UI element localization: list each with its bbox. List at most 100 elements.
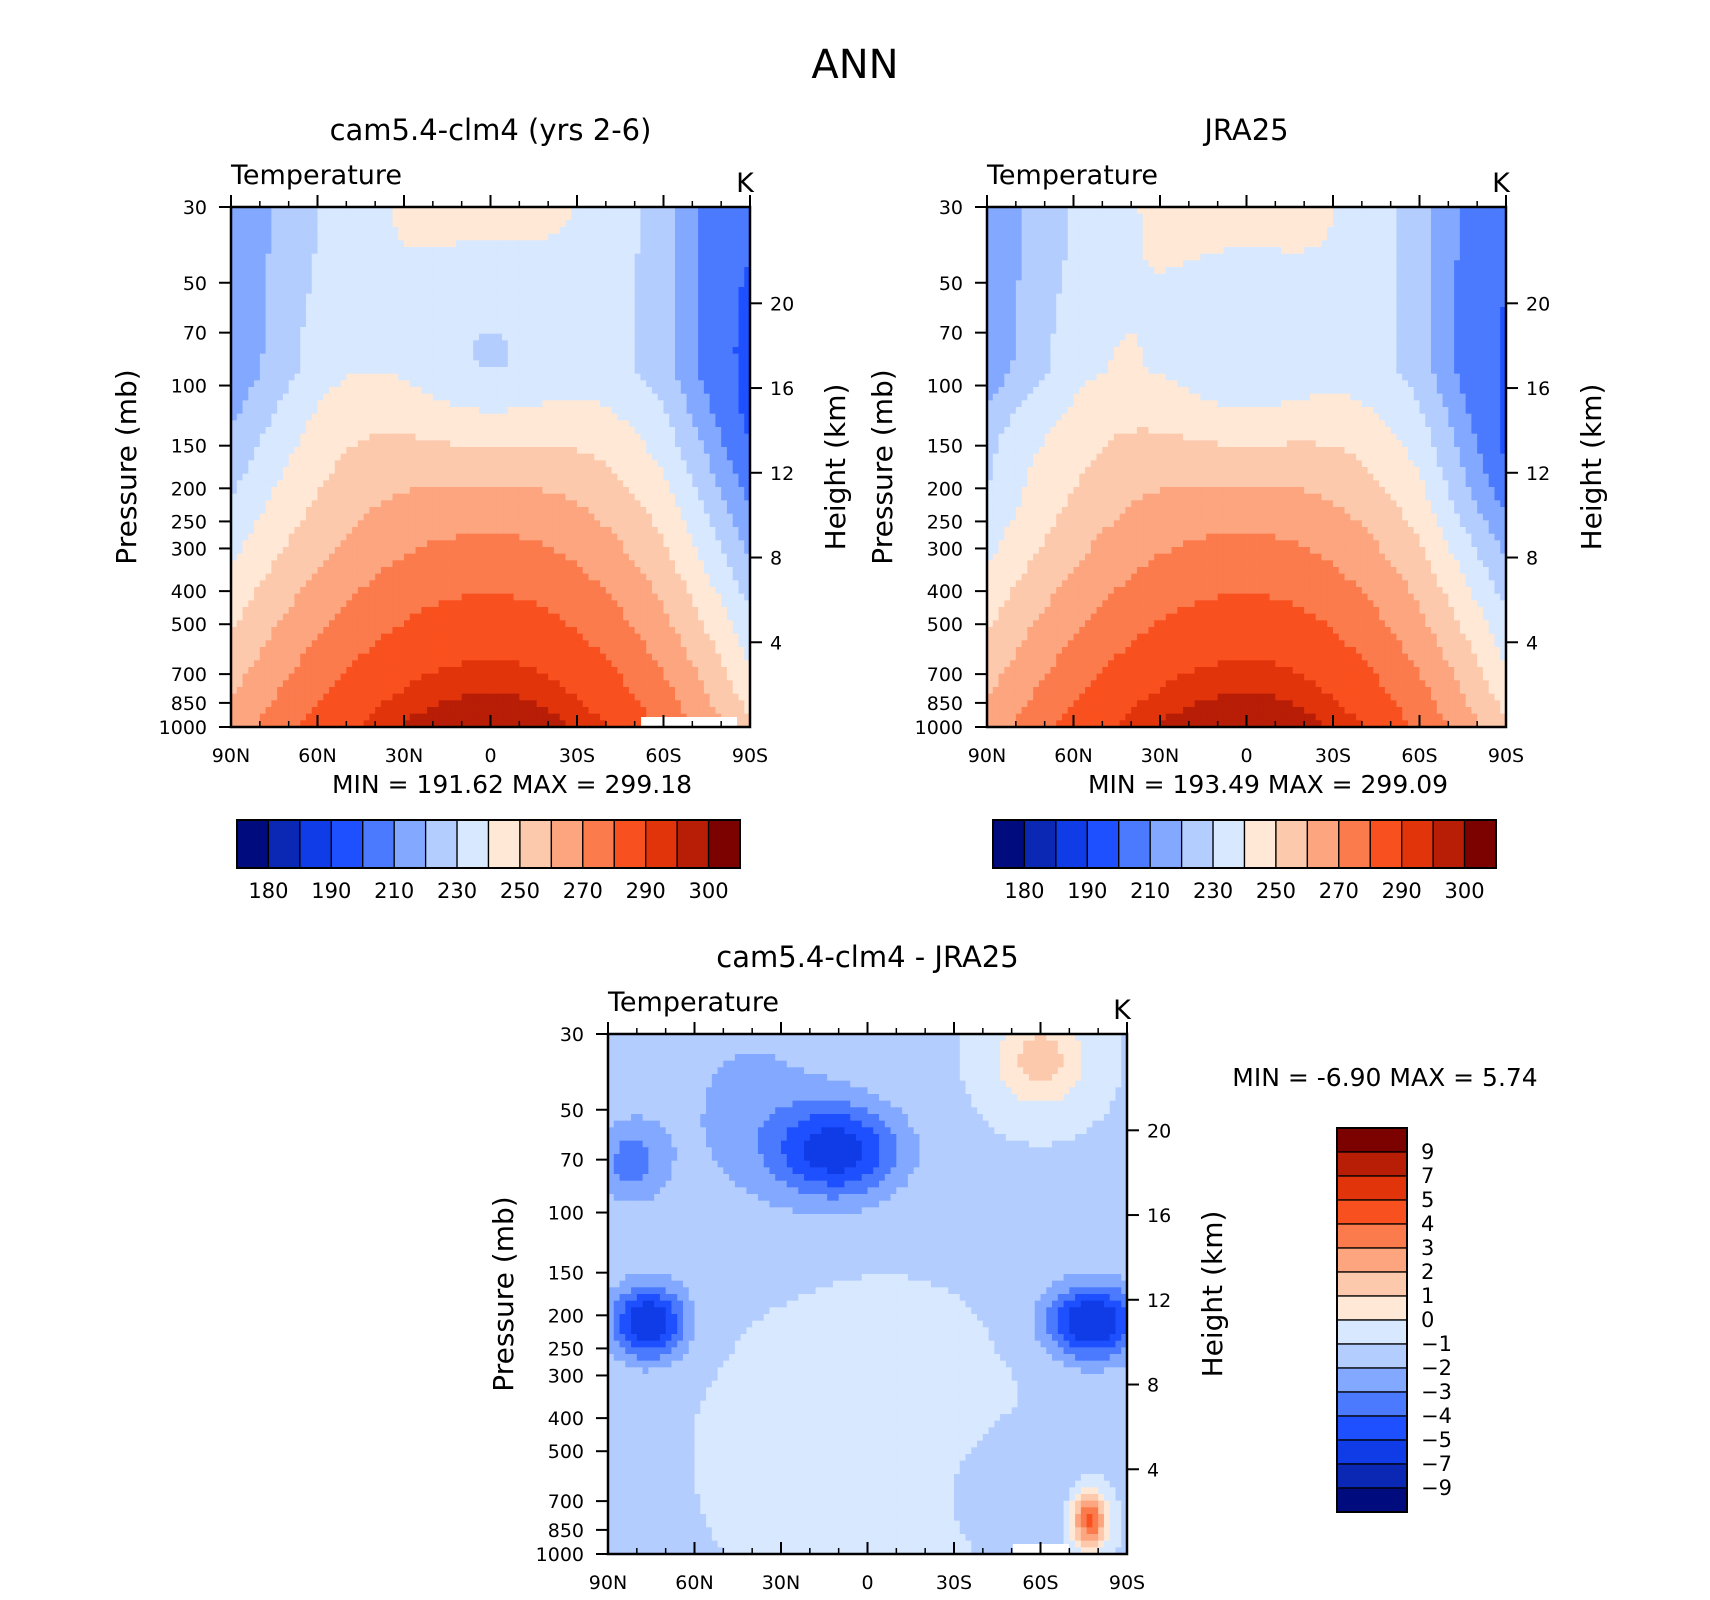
contour-cell (652, 527, 658, 534)
contour-cell (537, 347, 543, 354)
contour-cell (589, 280, 595, 287)
contour-cell (600, 487, 606, 494)
contour-cell (715, 347, 721, 354)
contour-cell (323, 254, 329, 261)
contour-cell (606, 380, 612, 387)
contour-cell (606, 567, 612, 574)
contour-cell (433, 234, 439, 241)
contour-cell (594, 220, 600, 227)
contour-cell (710, 274, 716, 281)
contour-cell (698, 440, 704, 447)
contour-cell (554, 474, 560, 481)
contour-cell (306, 480, 312, 487)
contour-cell (704, 520, 710, 527)
contour-cell (283, 420, 289, 427)
contour-cell (698, 340, 704, 347)
contour-cell (692, 267, 698, 274)
contour-cell (473, 540, 479, 547)
contour-cell (444, 294, 450, 301)
contour-cell (421, 414, 427, 421)
contour-cell (496, 280, 502, 287)
contour-cell (248, 214, 254, 221)
contour-cell (462, 387, 468, 394)
contour-cell (658, 300, 664, 307)
contour-cell (398, 227, 404, 234)
contour-cell (462, 234, 468, 241)
contour-cell (375, 480, 381, 487)
contour-cell (537, 460, 543, 467)
contour-cell (710, 367, 716, 374)
contour-cell (623, 340, 629, 347)
contour-cell (485, 567, 491, 574)
contour-cell (698, 454, 704, 461)
contour-cell (473, 434, 479, 441)
contour-cell (589, 347, 595, 354)
contour-cell (456, 334, 462, 341)
contour-cell (571, 507, 577, 514)
contour-cell (266, 367, 272, 374)
contour-cell (329, 227, 335, 234)
contour-cell (289, 220, 295, 227)
contour-cell (341, 367, 347, 374)
contour-cell (721, 554, 727, 561)
contour-cell (606, 294, 612, 301)
contour-cell (687, 567, 693, 574)
contour-cell (467, 474, 473, 481)
contour-cell (312, 520, 318, 527)
contour-cell (456, 520, 462, 527)
contour-cell (433, 294, 439, 301)
contour-cell (704, 360, 710, 367)
contour-cell (479, 507, 485, 514)
contour-cell (387, 507, 393, 514)
contour-cell (467, 314, 473, 321)
contour-cell (433, 560, 439, 567)
contour-cell (416, 467, 422, 474)
contour-cell (427, 554, 433, 561)
contour-cell (548, 440, 554, 447)
contour-cell (323, 387, 329, 394)
contour-cell (398, 374, 404, 381)
contour-cell (329, 547, 335, 554)
contour-cell (433, 374, 439, 381)
contour-cell (687, 500, 693, 507)
contour-cell (398, 420, 404, 427)
contour-cell (519, 380, 525, 387)
contour-cell (629, 280, 635, 287)
contour-cell (329, 280, 335, 287)
contour-cell (669, 340, 675, 347)
contour-cell (710, 234, 716, 241)
contour-cell (658, 307, 664, 314)
contour-cell (444, 274, 450, 281)
contour-cell (542, 340, 548, 347)
contour-cell (462, 314, 468, 321)
contour-cell (381, 374, 387, 381)
contour-cell (652, 380, 658, 387)
contour-cell (560, 220, 566, 227)
contour-cell (577, 394, 583, 401)
contour-cell (715, 374, 721, 381)
contour-cell (335, 507, 341, 514)
contour-cell (410, 414, 416, 421)
contour-cell (416, 527, 422, 534)
contour-cell (352, 560, 358, 567)
contour-cell (243, 234, 249, 241)
contour-cell (341, 254, 347, 261)
contour-cell (531, 527, 537, 534)
contour-cell (669, 294, 675, 301)
contour-cell (646, 567, 652, 574)
contour-cell (594, 540, 600, 547)
contour-cell (381, 214, 387, 221)
contour-cell (318, 294, 324, 301)
contour-cell (571, 447, 577, 454)
contour-cell (664, 267, 670, 274)
contour-cell (589, 327, 595, 334)
contour-cell (491, 347, 497, 354)
contour-cell (237, 487, 243, 494)
contour-cell (254, 440, 260, 447)
contour-cell (271, 240, 277, 247)
contour-cell (329, 367, 335, 374)
contour-cell (421, 567, 427, 574)
contour-cell (277, 500, 283, 507)
contour-cell (537, 314, 543, 321)
contour-cell (508, 354, 514, 361)
